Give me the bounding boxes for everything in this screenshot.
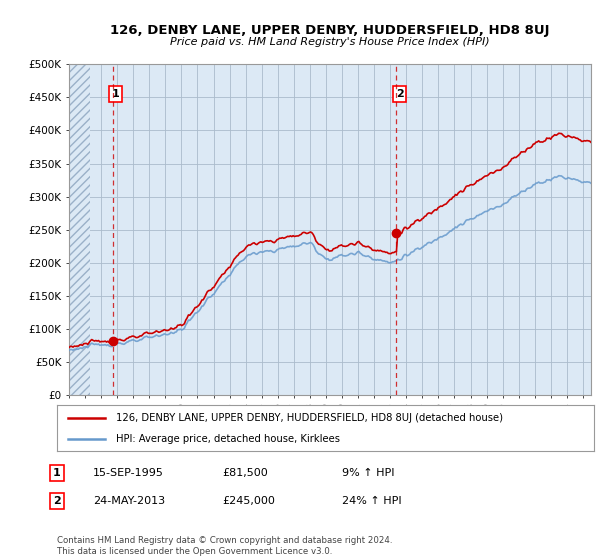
Text: 2: 2: [53, 496, 61, 506]
Text: £81,500: £81,500: [222, 468, 268, 478]
Text: 126, DENBY LANE, UPPER DENBY, HUDDERSFIELD, HD8 8UJ: 126, DENBY LANE, UPPER DENBY, HUDDERSFIE…: [110, 24, 550, 36]
Text: 1: 1: [53, 468, 61, 478]
Text: Price paid vs. HM Land Registry's House Price Index (HPI): Price paid vs. HM Land Registry's House …: [170, 37, 490, 47]
Bar: [69, 64, 90, 395]
Text: 2: 2: [396, 89, 404, 99]
Text: Contains HM Land Registry data © Crown copyright and database right 2024.
This d: Contains HM Land Registry data © Crown c…: [57, 536, 392, 556]
Text: 24% ↑ HPI: 24% ↑ HPI: [342, 496, 401, 506]
Text: 126, DENBY LANE, UPPER DENBY, HUDDERSFIELD, HD8 8UJ (detached house): 126, DENBY LANE, UPPER DENBY, HUDDERSFIE…: [116, 413, 503, 423]
Text: 24-MAY-2013: 24-MAY-2013: [93, 496, 165, 506]
Text: 15-SEP-1995: 15-SEP-1995: [93, 468, 164, 478]
Text: 1: 1: [112, 89, 119, 99]
Text: HPI: Average price, detached house, Kirklees: HPI: Average price, detached house, Kirk…: [116, 435, 340, 444]
Text: £245,000: £245,000: [222, 496, 275, 506]
Text: 9% ↑ HPI: 9% ↑ HPI: [342, 468, 395, 478]
